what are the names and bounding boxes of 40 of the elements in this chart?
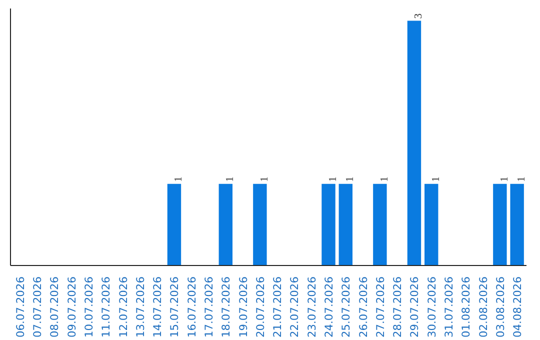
- data-label: 1: [430, 176, 442, 182]
- x-tick-label: 02.08.2026: [476, 276, 490, 338]
- x-tick-label: 17.07.2026: [202, 276, 216, 338]
- x-tick-label: 14.07.2026: [151, 276, 164, 338]
- x-tick-label: 06.07.2026: [14, 276, 27, 338]
- x-tick-label: 10.07.2026: [82, 276, 96, 338]
- x-tick-label: 04.08.2026: [511, 276, 524, 338]
- x-tick-label: 18.07.2026: [220, 276, 233, 338]
- data-label: 1: [379, 176, 390, 182]
- x-tick-label: 20.07.2026: [254, 276, 267, 338]
- x-tick-label: 25.07.2026: [340, 276, 353, 338]
- x-tick-label: 28.07.2026: [391, 276, 404, 338]
- x-tick-label: 08.07.2026: [48, 276, 62, 338]
- x-tick-label: 27.07.2026: [374, 276, 387, 338]
- x-tick-label: 07.07.2026: [31, 276, 44, 338]
- x-tick-label: 15.07.2026: [168, 276, 182, 338]
- x-tick-label: 30.07.2026: [425, 276, 438, 338]
- data-label: 1: [328, 176, 339, 182]
- x-tick-label: 01.08.2026: [460, 276, 473, 338]
- x-tick-label: 23.07.2026: [305, 276, 318, 338]
- x-tick-label: 26.07.2026: [356, 276, 370, 338]
- data-label: 1: [499, 176, 510, 182]
- x-tick-label: 22.07.2026: [288, 276, 302, 338]
- data-label: 1: [225, 176, 236, 182]
- x-tick-label: 24.07.2026: [322, 276, 336, 338]
- data-label: 1: [345, 176, 356, 182]
- data-label: 1: [259, 176, 270, 182]
- data-label: 1: [516, 176, 528, 182]
- x-tick-label: 03.08.2026: [494, 276, 507, 338]
- x-tick-label: 13.07.2026: [134, 276, 147, 338]
- x-tick-label: 19.07.2026: [236, 276, 250, 338]
- x-tick-label: 11.07.2026: [100, 276, 113, 338]
- x-tick-label: 29.07.2026: [408, 276, 422, 338]
- x-tick-label: 12.07.2026: [116, 276, 130, 338]
- data-label: 3: [414, 13, 425, 19]
- data-label: 1: [174, 176, 185, 182]
- x-tick-label: 16.07.2026: [185, 276, 198, 338]
- x-tick-label: 21.07.2026: [271, 276, 284, 338]
- x-tick-label: 09.07.2026: [65, 276, 78, 338]
- x-tick-label: 31.07.2026: [442, 276, 456, 338]
